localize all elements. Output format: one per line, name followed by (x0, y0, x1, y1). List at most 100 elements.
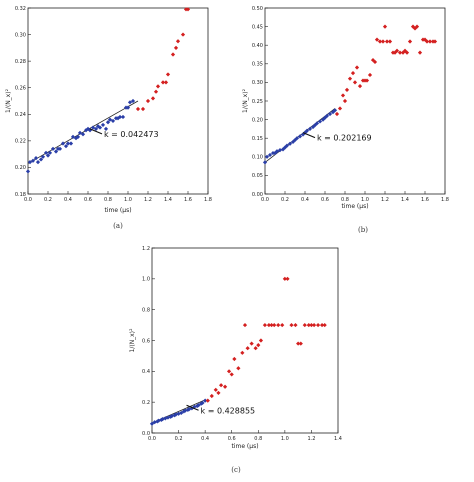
data-point (307, 126, 313, 131)
data-point (203, 398, 208, 403)
data-point (70, 134, 76, 139)
data-point (127, 100, 133, 105)
data-point (200, 400, 205, 406)
annotation-arrow (186, 404, 199, 411)
data-point (297, 134, 303, 139)
x-tick-label: 0.4 (64, 197, 72, 203)
data-point (196, 403, 201, 408)
data-point (57, 146, 63, 151)
x-tick-label: 0.0 (24, 197, 32, 203)
x-tick-label: 1.4 (401, 197, 409, 203)
data-point (145, 98, 151, 104)
x-tick-label: 1.2 (381, 197, 389, 203)
data-point (314, 121, 320, 126)
data-point (285, 276, 290, 281)
data-point (327, 111, 333, 117)
x-tick-label: 1.0 (361, 197, 369, 203)
data-point (90, 125, 96, 130)
data-point (293, 322, 298, 328)
plot-frame (264, 7, 446, 195)
panel-a: 0.0 0.2 0.4 0.6 0.8 1.0 1.2 1.4 1.6 1.8 0.18 0.20 0.… (0, 0, 237, 240)
data-point (68, 141, 74, 146)
data-point (394, 48, 400, 53)
data-point (75, 134, 81, 139)
y-tick-label: 0.35 (252, 62, 263, 68)
data-point (85, 126, 91, 131)
x-tick-label: 0.8 (341, 197, 349, 203)
data-point (25, 169, 31, 174)
x-tick-label: 1.6 (184, 197, 192, 203)
data-point (150, 96, 156, 101)
y-tick-label: 0.8 (142, 307, 150, 313)
data-point (140, 106, 146, 112)
data-point (364, 78, 370, 83)
red-series (334, 24, 438, 117)
data-point (337, 106, 343, 111)
y-tick-label: 0.40 (252, 43, 263, 49)
panel-caption: (b) (358, 226, 368, 234)
x-tick-label: 0.6 (84, 197, 92, 203)
data-point (180, 32, 186, 37)
x-tick-label: 1.8 (441, 197, 449, 203)
data-point (63, 144, 69, 149)
data-point (422, 37, 428, 42)
data-point (350, 71, 356, 76)
panel-caption: (a) (113, 222, 123, 230)
data-point (80, 132, 86, 137)
panel-b: 0.0 0.2 0.4 0.6 0.8 1.0 1.2 1.4 1.6 1.8 0.00 0.05 0.… (237, 0, 474, 240)
data-point (330, 110, 336, 115)
x-tick-label: 0.6 (228, 436, 236, 442)
data-point (160, 417, 165, 422)
y-tick-label: 0.10 (252, 155, 263, 161)
data-point (280, 147, 286, 152)
x-axis-label: time (µs) (231, 443, 258, 450)
data-point (404, 50, 410, 55)
y-tick-label: 0.30 (252, 80, 263, 86)
data-point (117, 114, 123, 120)
x-tick-label: 0.2 (44, 197, 52, 203)
data-point (284, 143, 290, 148)
y-tick-label: 0.28 (15, 59, 26, 65)
x-tick-label: 1.8 (204, 197, 212, 203)
data-point (357, 84, 363, 89)
data-point (267, 152, 273, 158)
data-point (264, 154, 270, 159)
y-tick-label: 0.00 (252, 192, 263, 198)
y-tick-label: 0.22 (15, 139, 26, 145)
data-point (60, 141, 66, 146)
fit-slope-annotation: k = 0.202169 (317, 134, 372, 143)
data-point (387, 39, 393, 44)
data-point (153, 89, 159, 94)
data-point (324, 113, 330, 118)
panel-caption: (c) (231, 466, 241, 474)
data-point (209, 393, 214, 399)
data-point (274, 149, 280, 154)
data-point (155, 84, 161, 89)
data-point (27, 160, 33, 165)
data-point (35, 160, 41, 165)
data-point (287, 141, 293, 146)
data-point (135, 106, 141, 112)
red-series (135, 7, 191, 112)
data-point (236, 366, 241, 371)
data-point (407, 39, 413, 44)
annotation-arrow (302, 132, 316, 139)
x-tick-label: 0.2 (281, 197, 289, 203)
y-tick-label: 0.50 (252, 6, 263, 12)
data-point (397, 50, 403, 55)
y-tick-label: 0.18 (15, 192, 26, 198)
data-point (107, 117, 113, 122)
chart-a: 0.0 0.2 0.4 0.6 0.8 1.0 1.2 1.4 1.6 1.8 0.18 0.20 0.… (5, 6, 212, 230)
data-point (258, 338, 264, 343)
fit-slope-annotation: k = 0.042473 (104, 130, 159, 139)
data-point (47, 150, 53, 155)
data-point (40, 154, 46, 159)
data-point (382, 24, 388, 29)
panel-c: 0.0 0.2 0.4 0.6 0.8 1.0 1.2 1.4 0.0 0.2 0.4 0.6 0.8 1… (118, 240, 355, 482)
x-tick-label: 1.2 (144, 197, 152, 203)
data-point (87, 128, 93, 133)
data-point (402, 48, 408, 53)
data-point (384, 39, 390, 44)
chart-b: 0.0 0.2 0.4 0.6 0.8 1.0 1.2 1.4 1.6 1.8 0.00 0.05 0.… (242, 6, 449, 234)
data-point (372, 59, 378, 65)
